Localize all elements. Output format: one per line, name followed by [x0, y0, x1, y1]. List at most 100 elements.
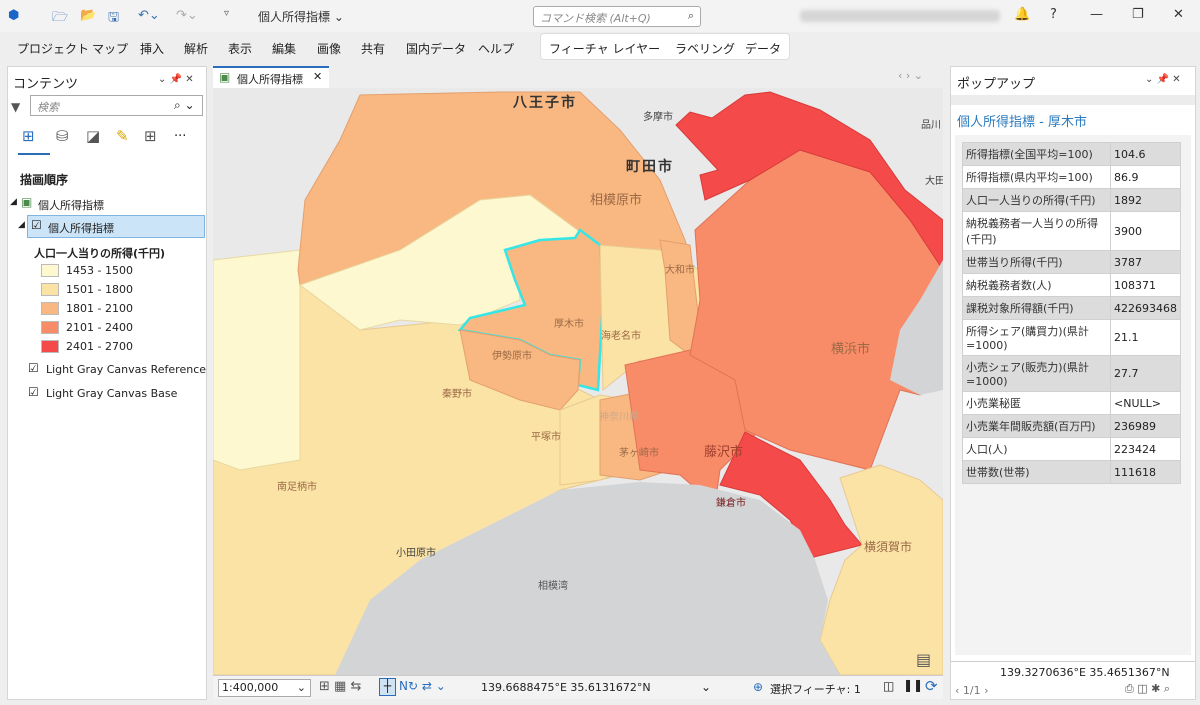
map-name[interactable]: 個人所得指標	[38, 199, 104, 212]
contents-search-input[interactable]: 検索 ⌕ ⌄	[30, 95, 203, 116]
map-canvas[interactable]	[213, 88, 943, 675]
expand-icon[interactable]: ◢	[10, 197, 17, 207]
redo-icon[interactable]: ↷⌄	[176, 8, 198, 23]
ribbon-tabs: プロジェクト マップ 挿入 解析 表示 編集 画像 共有 国内データ ヘルプ	[0, 32, 1200, 62]
attribute-name: 小売シェア(販売力)(県計=1000)	[962, 355, 1111, 392]
region-kamakura-zushi[interactable]	[719, 431, 863, 559]
label-yokosuka: 横須賀市	[864, 540, 913, 554]
tab-scroll-icons[interactable]: ‹ › ⌄	[898, 69, 924, 82]
active-tab-indicator	[18, 153, 50, 155]
label-yokohama: 横浜市	[831, 342, 871, 357]
legend-field: 人口一人当りの所得(千円)	[34, 247, 166, 260]
tab-share[interactable]: 共有	[361, 42, 386, 56]
popup-coordinates: 139.3270636°E 35.4651367°N	[1000, 666, 1170, 679]
region-miura-peninsula[interactable]	[819, 464, 943, 675]
close-button[interactable]: ✕	[1173, 7, 1184, 22]
chevron-down-icon[interactable]: ⌄	[701, 680, 712, 694]
list-by-selection-icon[interactable]: ◪	[86, 127, 101, 145]
region-yamakita[interactable]	[213, 249, 301, 471]
pane-options-icon[interactable]: ⌄ 📌 ✕	[158, 74, 194, 85]
map-icon: ▣	[21, 195, 33, 209]
reference-visibility-checkbox[interactable]: ☑	[28, 361, 39, 375]
label-hiratsuka: 平塚市	[531, 432, 561, 443]
attribute-row: 所得シェア(購買力)(県計=1000) 21.1	[962, 319, 1181, 356]
attribute-value: 21.1	[1110, 319, 1181, 356]
label-ota: 大田	[925, 176, 943, 187]
tab-imagery[interactable]: 画像	[317, 42, 342, 56]
refresh-icon[interactable]: ⟳	[925, 677, 938, 695]
list-by-source-icon[interactable]: ⛁	[56, 127, 69, 145]
user-account[interactable]	[800, 10, 1000, 22]
attribute-name: 納税義務者一人当りの所得(千円)	[962, 211, 1111, 251]
tab-edit[interactable]: 編集	[272, 42, 297, 56]
attribute-value: 108371	[1110, 273, 1181, 297]
tab-help[interactable]: ヘルプ	[478, 42, 515, 56]
list-by-drawing-order-icon[interactable]: ⊞	[22, 127, 35, 145]
attribute-row: 所得指標(全国平均=100) 104.6	[962, 142, 1181, 166]
tab-map[interactable]: マップ	[92, 42, 129, 56]
new-project-icon[interactable]: 🗁	[52, 10, 69, 25]
coordinate-readout[interactable]: 139.6688475°E 35.6131672°N	[481, 681, 651, 694]
label-odawara: 小田原市	[396, 548, 436, 559]
map-notes-icon[interactable]: ▤	[916, 650, 932, 669]
popup-feature-title[interactable]: 個人所得指標 - 厚木市	[957, 115, 1087, 130]
snapping-toggle-icon[interactable]: ┼	[379, 678, 396, 696]
pane-options-icon[interactable]: ⌄ 📌 ✕	[1145, 74, 1181, 85]
tab-insert[interactable]: 挿入	[140, 42, 165, 56]
basemap-reference-layer[interactable]: Light Gray Canvas Reference	[46, 363, 207, 376]
popup-tools-icons[interactable]: ⎙ ◫ ✱ ⌕	[1125, 682, 1171, 695]
attribute-row: 納税義務者数(人) 108371	[962, 273, 1181, 297]
map-tools-icons[interactable]: ⊞ ▦ ⇆	[319, 679, 362, 694]
label-atsugi: 厚木市	[554, 319, 584, 330]
layer-visibility-checkbox[interactable]: ☑	[31, 218, 42, 232]
scale-selector[interactable]: 1:400,000 ⌄	[218, 679, 311, 697]
tokyo-bay	[890, 260, 943, 395]
restore-button[interactable]: ❐	[1132, 7, 1144, 22]
popup-pager[interactable]: ‹ 1/1 ›	[955, 684, 989, 697]
help-button[interactable]: ?	[1050, 7, 1057, 22]
filter-icon[interactable]: ▼	[11, 100, 21, 114]
map-view-tab[interactable]: ▣ 個人所得指標 ✕	[213, 66, 329, 88]
search-icon: ⌕	[687, 9, 694, 22]
customize-qat-icon[interactable]: ▿	[224, 8, 230, 19]
more-icon[interactable]: ···	[174, 129, 187, 144]
label-shinagawa: 品川	[921, 120, 941, 131]
region-kawasaki[interactable]	[675, 91, 943, 271]
base-visibility-checkbox[interactable]: ☑	[28, 385, 39, 399]
tab-view[interactable]: 表示	[228, 42, 253, 56]
selected-features-count[interactable]: 選択フィーチャ: 1	[770, 683, 861, 696]
table-icon[interactable]: ◫	[883, 679, 895, 693]
pause-drawing-icon[interactable]: ❚❚	[903, 678, 924, 692]
basemap-base-layer[interactable]: Light Gray Canvas Base	[46, 387, 178, 400]
legend-swatch	[41, 302, 59, 315]
list-by-snapping-icon[interactable]: ⊞	[144, 127, 157, 145]
map-icon: ▣	[219, 70, 231, 84]
tab-labeling[interactable]: ラベリング	[675, 42, 736, 56]
list-by-editing-icon[interactable]: ✎	[116, 127, 129, 145]
notification-icon[interactable]: 🔔	[1014, 7, 1031, 22]
minimize-button[interactable]: —	[1090, 7, 1103, 22]
tab-feature-layer[interactable]: フィーチャ レイヤー	[549, 42, 661, 56]
layer-name: 個人所得指標	[48, 222, 114, 235]
label-tama: 多摩市	[643, 112, 673, 123]
map-view[interactable]: 八王子市 多摩市 町田市 品川 大田 相模原市 大和市 厚木市 海老名市 伊勢原…	[213, 88, 943, 675]
close-tab-icon[interactable]: ✕	[313, 70, 323, 83]
attribute-row: 小売業年間販売額(百万円) 236989	[962, 414, 1181, 438]
tab-japan-data[interactable]: 国内データ	[406, 42, 467, 56]
attribute-row: 所得指標(県内平均=100) 86.9	[962, 165, 1181, 189]
north-arrow-icon[interactable]: N↻ ⇄ ⌄	[399, 679, 446, 693]
document-title[interactable]: 個人所得指標 ⌄	[258, 10, 344, 24]
layer-item-selected[interactable]: ◢ ☑ 個人所得指標	[18, 215, 205, 238]
command-search-input[interactable]: コマンド検索 (Alt+Q) ⌕	[533, 6, 701, 27]
tab-data[interactable]: データ	[745, 42, 782, 56]
undo-icon[interactable]: ↶⌄	[138, 8, 160, 23]
expand-icon[interactable]: ◢	[18, 220, 25, 230]
attribute-value: 422693468	[1110, 296, 1181, 320]
tab-analysis[interactable]: 解析	[184, 42, 209, 56]
tab-project[interactable]: プロジェクト	[17, 42, 90, 56]
save-project-icon[interactable]: 🖫	[108, 10, 120, 25]
attribute-row: 課税対象所得額(千円) 422693468	[962, 296, 1181, 320]
open-project-icon[interactable]: 📂	[80, 8, 97, 23]
legend-label: 2401 - 2700	[66, 340, 133, 353]
region-isehara[interactable]	[459, 329, 581, 411]
